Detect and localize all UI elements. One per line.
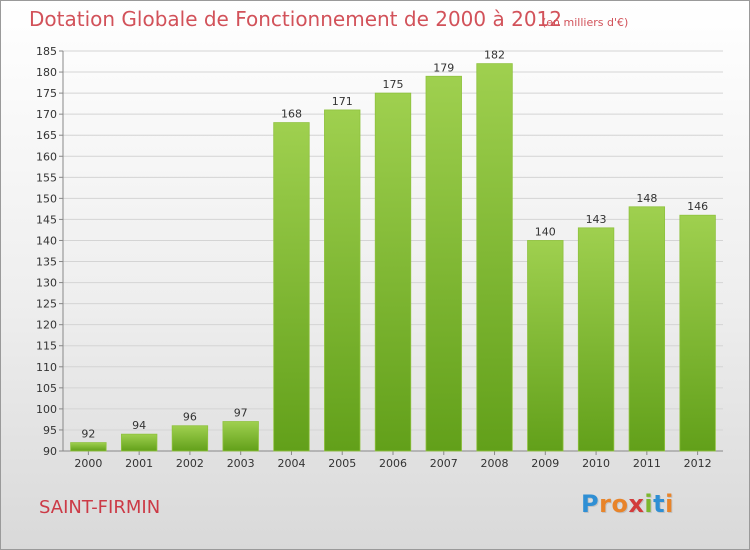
y-tick-label: 105 xyxy=(36,382,57,395)
y-tick-label: 155 xyxy=(36,171,57,184)
x-tick-label: 2002 xyxy=(176,457,204,470)
y-tick-label: 150 xyxy=(36,192,57,205)
y-tick-label: 110 xyxy=(36,361,57,374)
y-tick-label: 185 xyxy=(36,45,57,58)
data-label: 146 xyxy=(687,200,708,213)
y-tick-label: 140 xyxy=(36,234,57,247)
bar-2002 xyxy=(171,425,209,452)
data-label: 175 xyxy=(383,78,404,91)
bar-2004 xyxy=(273,122,310,452)
x-tick-label: 2001 xyxy=(125,457,153,470)
proxiti-logo: Proxiti xyxy=(581,490,674,518)
bar-2003 xyxy=(222,421,259,452)
y-tick-label: 95 xyxy=(43,424,57,437)
data-label: 171 xyxy=(332,95,353,108)
bars xyxy=(70,63,716,452)
x-tick-label: 2010 xyxy=(582,457,610,470)
labels: 90 95 100 105 110 115 120 125 130 135 140 145 150 155… xyxy=(36,45,712,470)
data-label: 94 xyxy=(132,419,146,432)
data-label: 182 xyxy=(484,49,505,62)
data-label: 179 xyxy=(433,61,454,74)
y-tick-label: 125 xyxy=(36,298,57,311)
bar-2008 xyxy=(476,63,513,452)
y-tick-label: 145 xyxy=(36,213,57,226)
x-tick-label: 2011 xyxy=(633,457,661,470)
data-label: 92 xyxy=(81,428,95,441)
y-tick-label: 135 xyxy=(36,256,57,269)
y-tick-label: 165 xyxy=(36,129,57,142)
data-label: 140 xyxy=(535,225,556,238)
data-label: 143 xyxy=(586,213,607,226)
data-label: 148 xyxy=(636,192,657,205)
data-label: 168 xyxy=(281,108,302,121)
x-tick-label: 2012 xyxy=(684,457,712,470)
commune-name: SAINT-FIRMIN xyxy=(39,497,161,518)
x-tick-label: 2004 xyxy=(277,457,305,470)
logo-letter: i xyxy=(665,490,674,518)
chart-subtitle: (en milliers d'€) xyxy=(542,16,629,29)
x-tick-label: 2006 xyxy=(379,457,407,470)
y-tick-label: 115 xyxy=(36,340,57,353)
x-tick-label: 2007 xyxy=(430,457,458,470)
logo-letter: o xyxy=(611,490,629,518)
y-tick-label: 160 xyxy=(36,150,57,163)
x-tick-label: 2008 xyxy=(481,457,509,470)
logo-letter: x xyxy=(628,490,645,518)
y-tick-label: 170 xyxy=(36,108,57,121)
y-tick-label: 90 xyxy=(43,445,57,458)
data-label: 97 xyxy=(234,407,248,420)
bar-2005 xyxy=(324,109,361,452)
x-tick-label: 2003 xyxy=(227,457,255,470)
bar-2011 xyxy=(628,206,666,452)
logo-letter: t xyxy=(653,490,666,518)
logo-letter: r xyxy=(599,490,612,518)
bar-2007 xyxy=(425,75,462,452)
bar-2006 xyxy=(374,92,412,452)
x-tick-label: 2000 xyxy=(74,457,102,470)
logo-letter: i xyxy=(644,490,654,518)
x-tick-label: 2005 xyxy=(328,457,356,470)
x-tick-label: 2009 xyxy=(531,457,559,470)
logo-letter: P xyxy=(581,490,600,518)
y-tick-label: 120 xyxy=(36,319,57,332)
y-tick-label: 130 xyxy=(36,277,57,290)
bar-2001 xyxy=(120,433,158,452)
y-tick-label: 175 xyxy=(36,87,57,100)
bar-2009 xyxy=(527,240,564,452)
bar-2000 xyxy=(70,442,107,452)
chart-title: Dotation Globale de Fonctionnement de 20… xyxy=(29,7,562,31)
data-label: 96 xyxy=(183,411,197,424)
y-tick-label: 100 xyxy=(36,403,57,416)
bar-2012 xyxy=(679,214,716,452)
y-tick-label: 180 xyxy=(36,66,57,79)
bar-2010 xyxy=(577,227,615,452)
